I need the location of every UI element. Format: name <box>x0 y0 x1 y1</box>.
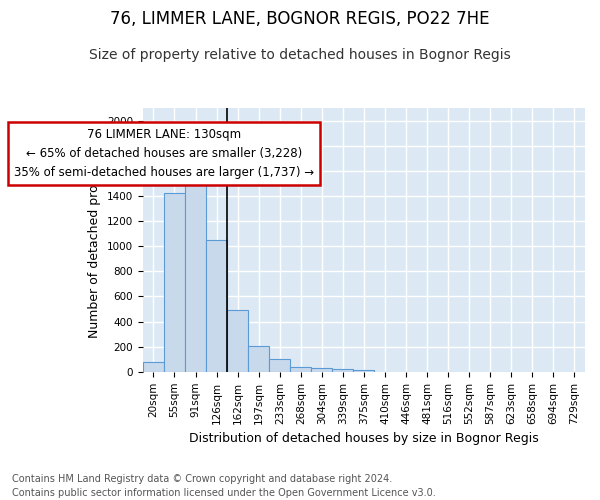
Bar <box>185 170 206 372</box>
Bar <box>248 346 269 372</box>
Bar <box>332 369 353 372</box>
Bar <box>353 370 374 372</box>
Text: 76 LIMMER LANE: 130sqm
← 65% of detached houses are smaller (3,228)
35% of semi-: 76 LIMMER LANE: 130sqm ← 65% of detached… <box>14 128 314 179</box>
Y-axis label: Number of detached properties: Number of detached properties <box>88 142 101 338</box>
Text: Contains HM Land Registry data © Crown copyright and database right 2024.
Contai: Contains HM Land Registry data © Crown c… <box>12 474 436 498</box>
Text: Size of property relative to detached houses in Bognor Regis: Size of property relative to detached ho… <box>89 48 511 62</box>
Bar <box>206 240 227 372</box>
Bar <box>290 367 311 372</box>
Bar <box>311 368 332 372</box>
Bar <box>227 310 248 372</box>
Bar <box>143 362 164 372</box>
Bar <box>164 194 185 372</box>
Bar <box>269 358 290 372</box>
Text: 76, LIMMER LANE, BOGNOR REGIS, PO22 7HE: 76, LIMMER LANE, BOGNOR REGIS, PO22 7HE <box>110 10 490 28</box>
X-axis label: Distribution of detached houses by size in Bognor Regis: Distribution of detached houses by size … <box>189 432 539 445</box>
